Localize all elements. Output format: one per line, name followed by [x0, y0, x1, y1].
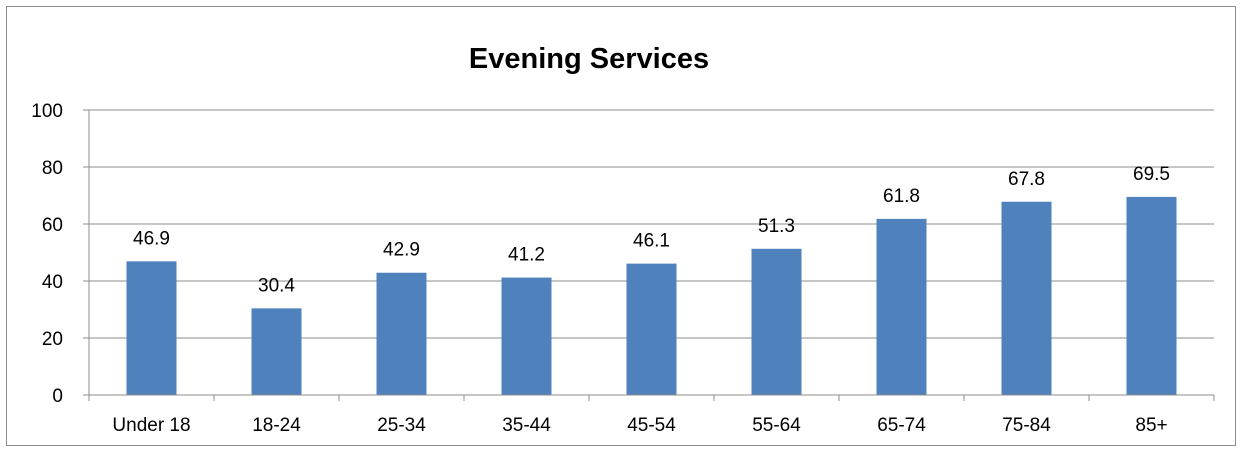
bar	[1126, 196, 1177, 395]
x-category-label: 55-64	[752, 415, 801, 436]
data-label: 42.9	[383, 240, 420, 261]
data-label: 67.8	[1008, 169, 1045, 190]
bar	[126, 261, 177, 395]
data-label: 51.3	[758, 216, 795, 237]
chart-title: Evening Services	[469, 43, 709, 75]
data-label: 30.4	[258, 275, 295, 296]
bar	[376, 272, 427, 395]
bar	[251, 308, 302, 395]
bar	[626, 263, 677, 395]
y-tick-label: 0	[52, 386, 63, 407]
y-tick-label: 60	[42, 215, 63, 236]
bar	[501, 277, 552, 395]
y-tick-label: 40	[42, 272, 63, 293]
x-category-label: 18-24	[252, 415, 301, 436]
bar	[1001, 201, 1052, 395]
y-tick-label: 100	[31, 101, 63, 122]
bars	[126, 196, 1177, 395]
x-category-label: 45-54	[627, 415, 676, 436]
bar	[751, 248, 802, 395]
axes	[83, 109, 1215, 401]
y-tick-label: 80	[42, 158, 63, 179]
labels: 0 20 40 60 80 100 46.9 Under 18 30.4 18-24 42.9 25-…	[31, 101, 1170, 436]
x-category-label: Under 18	[112, 415, 190, 436]
data-label: 41.2	[508, 245, 545, 266]
bar	[876, 218, 927, 395]
x-category-label: 85+	[1135, 415, 1167, 436]
x-category-label: 75-84	[1002, 415, 1051, 436]
x-category-label: 25-34	[377, 415, 426, 436]
data-label: 46.9	[133, 228, 170, 249]
y-tick-label: 20	[42, 329, 63, 350]
data-label: 61.8	[883, 186, 920, 207]
x-category-label: 35-44	[502, 415, 551, 436]
data-label: 46.1	[633, 231, 670, 252]
x-category-label: 65-74	[877, 415, 926, 436]
data-label: 69.5	[1133, 164, 1170, 185]
